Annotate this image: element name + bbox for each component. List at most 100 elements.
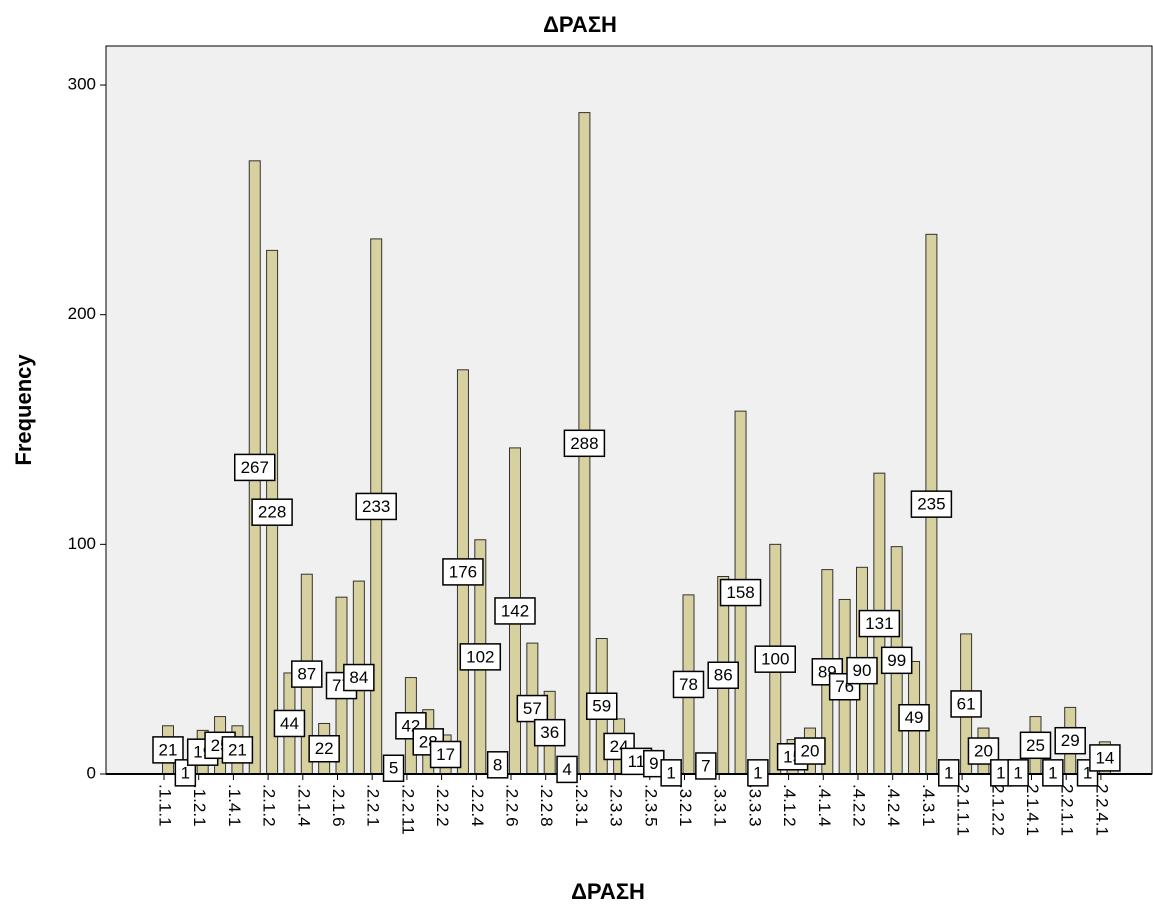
- x-tick-label: 2.2.4.1: [1092, 784, 1111, 836]
- value-label: 288: [570, 434, 598, 453]
- value-label-box: [429, 740, 462, 769]
- value-label-box: [719, 578, 762, 607]
- value-label-box: [382, 754, 405, 783]
- value-label: 1: [181, 763, 190, 782]
- x-tick-label: .2.2.11: [398, 784, 417, 835]
- value-label-box: [747, 759, 769, 787]
- value-label: 1: [1083, 763, 1092, 782]
- x-tick-label: .3.2.1: [676, 784, 695, 827]
- value-label: 21: [159, 740, 178, 759]
- value-label: 102: [466, 647, 494, 666]
- value-label: 49: [905, 708, 924, 727]
- value-label: 1: [944, 763, 953, 782]
- value-label-box: [858, 609, 901, 638]
- x-tick-label: .4.1.4: [815, 784, 834, 827]
- value-label-box: [754, 645, 796, 673]
- value-label: 25: [1026, 736, 1045, 755]
- value-label-box: [174, 759, 197, 787]
- x-tick-label: .2.1.2: [260, 784, 279, 827]
- value-label: 131: [865, 614, 893, 633]
- value-label: 1: [996, 763, 1005, 782]
- x-tick-label: 2.1.4.1: [1023, 784, 1042, 836]
- value-label: 44: [280, 714, 299, 733]
- value-label: 235: [917, 495, 945, 514]
- x-tick-label: .2.1.4: [294, 784, 313, 827]
- value-label: 176: [449, 562, 477, 581]
- value-label-box: [1042, 759, 1064, 787]
- value-label-box: [459, 643, 502, 671]
- value-label: 21: [228, 740, 247, 759]
- value-label: 61: [957, 694, 976, 713]
- x-axis-label: ΔΡΑΣΗ: [571, 879, 645, 904]
- value-label-box: [672, 670, 705, 699]
- value-label: 267: [241, 458, 269, 477]
- x-tick-label: .2.1.6: [329, 784, 348, 827]
- chart-title: ΔΡΑΣΗ: [543, 12, 617, 37]
- value-label-box: [234, 453, 276, 482]
- value-label: 99: [887, 651, 906, 670]
- x-tick-label: .4.1.2: [780, 784, 799, 827]
- value-label: 22: [315, 739, 334, 758]
- x-tick-label: .1.4.1: [225, 784, 244, 827]
- value-label: 1: [1013, 763, 1022, 782]
- value-label: 4: [562, 760, 571, 779]
- value-label: 5: [389, 759, 398, 778]
- value-label: 90: [853, 661, 872, 680]
- plot-area: [105, 45, 1153, 775]
- value-label-box: [846, 656, 878, 685]
- x-tick-label: 2.1.2.2: [988, 784, 1007, 836]
- x-tick-label: .3.3.3: [745, 784, 764, 827]
- value-label: 17: [436, 745, 455, 764]
- value-label: 142: [501, 601, 529, 620]
- value-label-box: [152, 736, 184, 764]
- x-tick-label: .2.2.4: [468, 784, 487, 827]
- value-label-box: [898, 703, 930, 732]
- value-label-box: [221, 736, 254, 764]
- value-label: 1: [1048, 763, 1057, 782]
- y-tick-label: 100: [68, 534, 96, 553]
- value-label-box: [950, 690, 982, 718]
- x-tick-label: .4.2.4: [884, 784, 903, 827]
- value-label: 57: [523, 699, 542, 718]
- y-tick-label: 0: [87, 763, 96, 782]
- value-label: 14: [1095, 748, 1114, 767]
- value-label: 20: [974, 742, 993, 761]
- value-label: 1: [753, 763, 762, 782]
- value-label: 78: [679, 675, 698, 694]
- value-label: 9: [649, 754, 658, 773]
- value-label-box: [273, 709, 306, 738]
- value-label-box: [486, 751, 509, 779]
- value-label-box: [938, 759, 960, 787]
- value-label-box: [494, 597, 536, 625]
- x-tick-label: .2.3.3: [607, 784, 626, 827]
- value-label-box: [343, 663, 375, 692]
- value-label-box: [880, 646, 913, 675]
- value-label-box: [695, 752, 717, 780]
- value-label-box: [660, 759, 682, 787]
- value-label: 100: [761, 650, 789, 669]
- value-label-box: [308, 734, 340, 763]
- value-label-box: [1089, 744, 1121, 772]
- value-label: 8: [493, 755, 502, 774]
- x-tick-label: .1.1.1: [156, 784, 175, 827]
- y-axis-label: Frequency: [11, 354, 36, 466]
- value-label-box: [291, 660, 323, 688]
- value-label-box: [355, 492, 397, 521]
- x-tick-label: .1.2.1: [190, 784, 209, 827]
- value-label: 84: [349, 668, 368, 687]
- value-label: 11: [628, 752, 646, 771]
- value-label-box: [442, 558, 484, 586]
- x-tick-label: .4.3.1: [919, 784, 938, 827]
- x-tick-label: .2.2.1: [364, 784, 383, 827]
- x-tick-label: .4.2.2: [850, 784, 869, 827]
- x-tick-label: .3.3.1: [711, 784, 730, 827]
- x-tick-label: .2.2.6: [503, 784, 522, 827]
- value-label-box: [1019, 731, 1052, 760]
- value-label: 87: [297, 665, 316, 684]
- value-label-box: [1054, 726, 1086, 755]
- value-label-box: [251, 498, 293, 526]
- value-label-box: [707, 661, 739, 689]
- x-tick-label: 2.2.1.1: [1058, 784, 1077, 836]
- value-label-box: [516, 694, 549, 723]
